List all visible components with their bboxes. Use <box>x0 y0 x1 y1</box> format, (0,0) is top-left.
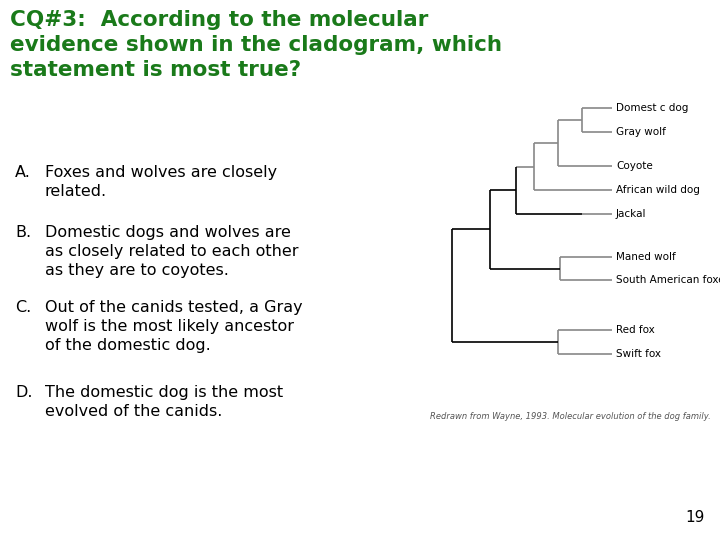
Text: African wild dog: African wild dog <box>616 185 700 195</box>
Text: Foxes and wolves are closely
related.: Foxes and wolves are closely related. <box>45 165 277 199</box>
Text: South American foxes: South American foxes <box>616 275 720 285</box>
Text: Maned wolf: Maned wolf <box>616 252 676 262</box>
Text: Jackal: Jackal <box>616 209 647 219</box>
Text: Domest c dog: Domest c dog <box>616 103 688 113</box>
Text: Red fox: Red fox <box>616 325 654 335</box>
Text: A.: A. <box>15 165 31 180</box>
Text: Redrawn from Wayne, 1993. Molecular evolution of the dog family.: Redrawn from Wayne, 1993. Molecular evol… <box>430 412 711 421</box>
Text: Coyote: Coyote <box>616 161 653 171</box>
Text: Gray wolf: Gray wolf <box>616 127 666 137</box>
Text: Swift fox: Swift fox <box>616 349 661 359</box>
Text: CQ#3:  According to the molecular
evidence shown in the cladogram, which
stateme: CQ#3: According to the molecular evidenc… <box>10 10 502 79</box>
Text: 19: 19 <box>685 510 705 525</box>
Text: D.: D. <box>15 385 32 400</box>
Text: Out of the canids tested, a Gray
wolf is the most likely ancestor
of the domesti: Out of the canids tested, a Gray wolf is… <box>45 300 302 353</box>
Text: C.: C. <box>15 300 31 315</box>
Text: The domestic dog is the most
evolved of the canids.: The domestic dog is the most evolved of … <box>45 385 283 419</box>
Text: Domestic dogs and wolves are
as closely related to each other
as they are to coy: Domestic dogs and wolves are as closely … <box>45 225 299 279</box>
Text: B.: B. <box>15 225 31 240</box>
